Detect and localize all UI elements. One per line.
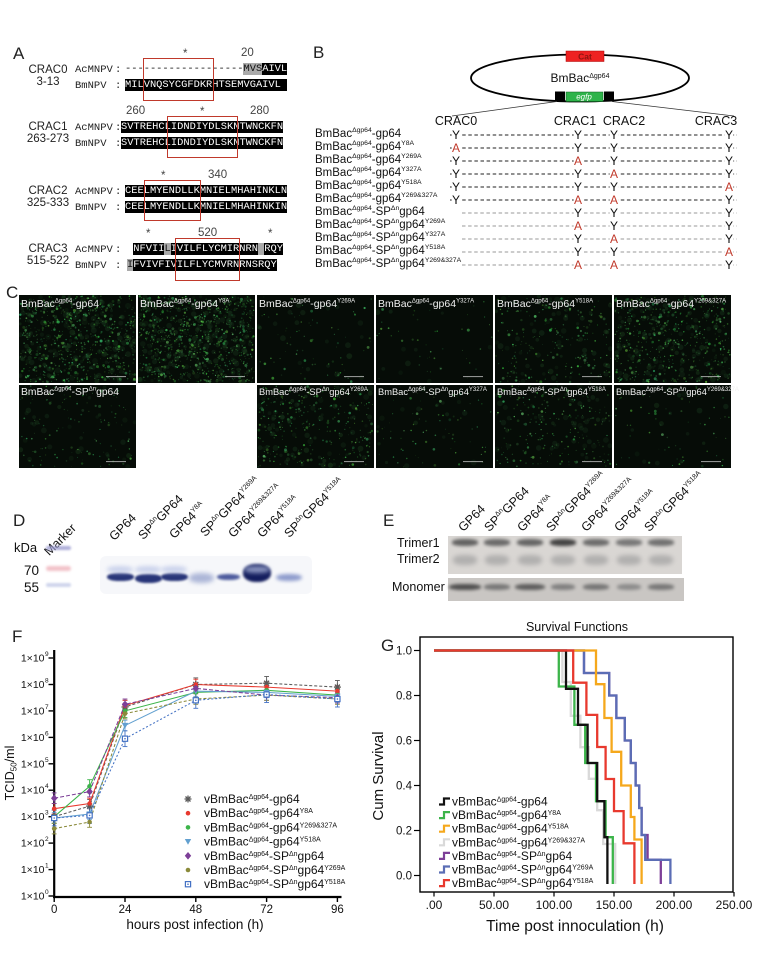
svg-text:A: A [574, 219, 582, 233]
svg-text:Cat: Cat [578, 52, 592, 62]
svg-text:0.2: 0.2 [396, 826, 412, 838]
svg-text:Y: Y [610, 206, 618, 220]
svg-text:Y: Y [725, 219, 733, 233]
svg-text:CRAC2: CRAC2 [603, 114, 645, 128]
svg-text:CRAC0: CRAC0 [435, 114, 477, 128]
svg-text:vBmBacΔgp64-gp64: vBmBacΔgp64-gp64 [452, 795, 548, 809]
svg-text:Y: Y [574, 206, 582, 220]
svg-text:0.8: 0.8 [396, 691, 412, 703]
svg-text:A: A [574, 193, 582, 207]
svg-text:250.00: 250.00 [716, 898, 753, 912]
svg-text:A: A [574, 258, 582, 272]
svg-text:Y: Y [452, 180, 460, 194]
svg-text:A: A [610, 258, 618, 272]
svg-text:A: A [610, 193, 618, 207]
svg-text:Survival Functions: Survival Functions [526, 620, 628, 634]
svg-text:Y: Y [725, 232, 733, 246]
svg-text:50.00: 50.00 [479, 898, 509, 912]
svg-text:Y: Y [610, 141, 618, 155]
svg-text:Cum Survival: Cum Survival [370, 731, 387, 820]
svg-text:A: A [610, 167, 618, 181]
svg-text:vBmBacΔgp64-gp64Y269&327A: vBmBacΔgp64-gp64Y269&327A [452, 835, 585, 849]
svg-text:vBmBacΔgp64-SPΔngp64: vBmBacΔgp64-SPΔngp64 [452, 849, 573, 863]
svg-text:egfp: egfp [576, 93, 592, 102]
svg-text:Y: Y [574, 245, 582, 259]
svg-text:Y: Y [610, 180, 618, 194]
svg-text:A: A [574, 154, 582, 168]
svg-text:Y: Y [725, 141, 733, 155]
svg-text:Y: Y [574, 180, 582, 194]
svg-text:Y: Y [574, 141, 582, 155]
svg-text:CRAC1: CRAC1 [554, 114, 596, 128]
svg-text:200.00: 200.00 [656, 898, 693, 912]
svg-text:CRAC3: CRAC3 [695, 114, 737, 128]
svg-text:Y: Y [725, 258, 733, 272]
svg-text:Y: Y [452, 128, 460, 142]
svg-text:0.4: 0.4 [396, 781, 413, 793]
svg-text:Y: Y [725, 193, 733, 207]
svg-text:Y: Y [725, 128, 733, 142]
svg-text:vBmBacΔgp64-gp64Y8A: vBmBacΔgp64-gp64Y8A [452, 808, 561, 822]
svg-text:Time post innoculation (h): Time post innoculation (h) [486, 918, 664, 935]
svg-text:150.00: 150.00 [596, 898, 633, 912]
svg-text:Y: Y [452, 154, 460, 168]
svg-text:0.6: 0.6 [396, 736, 412, 748]
svg-text:.00: .00 [426, 898, 443, 912]
svg-text:A: A [452, 141, 460, 155]
svg-text:A: A [610, 232, 618, 246]
svg-text:100.00: 100.00 [536, 898, 573, 912]
svg-text:Y: Y [452, 167, 460, 181]
svg-text:A: A [725, 180, 733, 194]
svg-text:vBmBacΔgp64-gp64Y518A: vBmBacΔgp64-gp64Y518A [452, 822, 569, 836]
svg-text:Y: Y [725, 206, 733, 220]
svg-text:1.0: 1.0 [396, 646, 412, 658]
svg-text:Y: Y [574, 167, 582, 181]
svg-text:Y: Y [610, 219, 618, 233]
svg-text:vBmBacΔgp64-SPΔngp64Y269A: vBmBacΔgp64-SPΔngp64Y269A [452, 863, 594, 877]
svg-text:0.0: 0.0 [396, 871, 412, 883]
svg-text:Y: Y [574, 232, 582, 246]
svg-text:Y: Y [725, 154, 733, 168]
svg-text:vBmBacΔgp64-SPΔngp64Y518A: vBmBacΔgp64-SPΔngp64Y518A [452, 876, 594, 890]
svg-text:A: A [725, 245, 733, 259]
svg-text:Y: Y [574, 128, 582, 142]
svg-text:Y: Y [725, 167, 733, 181]
svg-text:Y: Y [610, 128, 618, 142]
svg-text:Y: Y [610, 245, 618, 259]
svg-text:Y: Y [452, 193, 460, 207]
svg-text:Y: Y [610, 154, 618, 168]
